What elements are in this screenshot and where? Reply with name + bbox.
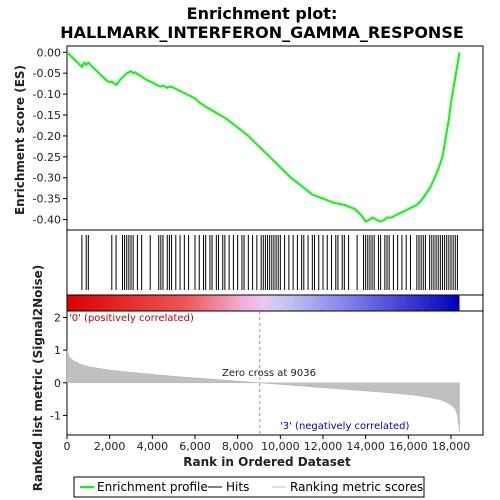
ranked-metric-panel: 2 1 0 -1 '0' (positively correlated) '3' (n… (31, 265, 484, 492)
x-tick-label: 18,000 (432, 440, 471, 453)
legend-label-enrichment: Enrichment profile (97, 480, 208, 494)
rank-y-tick-label: 0 (54, 377, 61, 390)
es-y-axis-title: Enrichment score (ES) (13, 65, 27, 215)
es-y-tick-label: -0.35 (33, 193, 61, 206)
hits-panel (66, 229, 484, 296)
ranking-metric-area (66, 350, 460, 432)
rank-y-axis-title: Ranked list metric (Signal2Noise) (31, 265, 45, 492)
x-axis: 0 2,000 4,000 6,000 8,000 10,000 12,000 14,000 1… (64, 435, 471, 453)
es-y-tick-label: -0.15 (33, 109, 61, 122)
es-y-tick-label: -0.25 (33, 151, 61, 164)
x-tick-label: 12,000 (304, 440, 343, 453)
es-plot-frame (66, 45, 484, 231)
es-y-tick-label: -0.30 (33, 172, 61, 185)
legend-frame (73, 476, 425, 498)
rank-gradient-band (67, 295, 460, 311)
es-y-axis: 0.00 -0.05 -0.10 -0.15 -0.20 -0.25 -0.30 -0.35 -… (33, 46, 67, 227)
x-tick-label: 4,000 (137, 440, 169, 453)
hits-frame (66, 229, 484, 296)
es-panel: 0.00 -0.05 -0.10 -0.15 -0.20 -0.25 -0.30 -0.35 -… (13, 45, 484, 231)
enrichment-profile-line (66, 51, 461, 223)
rank-y-tick-label: 1 (54, 344, 61, 357)
x-axis-title: Rank in Ordered Dataset (183, 455, 351, 469)
positive-correlation-label: '0' (positively correlated) (69, 313, 194, 324)
x-tick-label: 14,000 (346, 440, 385, 453)
x-tick-label: 8,000 (222, 440, 254, 453)
x-tick-label: 6,000 (179, 440, 211, 453)
x-tick-label: 0 (64, 440, 71, 453)
legend-label-hits: Hits (226, 480, 249, 494)
rank-y-axis: 2 1 0 -1 (50, 312, 67, 422)
rank-y-tick-label: -1 (50, 409, 61, 422)
x-tick-label: 10,000 (261, 440, 300, 453)
zero-cross-label: Zero cross at 9036 (222, 368, 316, 379)
x-tick-label: 16,000 (389, 440, 428, 453)
rank-y-tick-label: 2 (54, 312, 61, 325)
hit-marks (81, 235, 458, 290)
x-tick-label: 2,000 (94, 440, 126, 453)
es-y-tick-label: -0.10 (33, 88, 61, 101)
legend-label-ranking: Ranking metric scores (290, 480, 423, 494)
es-y-tick-label: -0.05 (33, 67, 61, 80)
plot-title-line2: HALLMARK_INTERFERON_GAMMA_RESPONSE (60, 23, 464, 42)
negative-correlation-label: '3' (negatively correlated) (280, 421, 409, 432)
es-y-tick-label: -0.40 (33, 214, 61, 227)
plot-title-line1: Enrichment plot: (187, 4, 338, 23)
es-y-tick-label: -0.20 (33, 130, 61, 143)
legend: Enrichment profile Hits Ranking metric s… (73, 476, 425, 498)
es-y-tick-label: 0.00 (37, 46, 62, 59)
